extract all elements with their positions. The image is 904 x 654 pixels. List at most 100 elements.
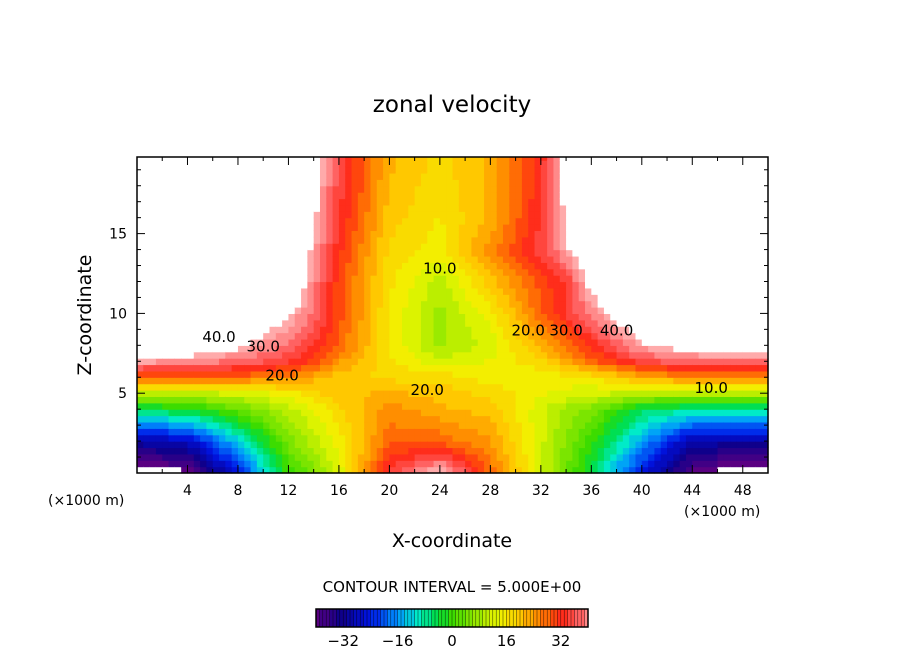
contour-cell xyxy=(736,224,744,232)
contour-cell xyxy=(383,249,390,257)
contour-cell xyxy=(629,262,637,270)
contour-cell xyxy=(585,377,592,385)
contour-cell xyxy=(389,262,397,270)
contour-cell xyxy=(711,402,719,410)
contour-cell xyxy=(477,319,485,327)
contour-cell xyxy=(200,287,208,295)
contour-cell xyxy=(332,377,340,385)
contour-cell xyxy=(206,172,214,180)
contour-cell xyxy=(155,185,163,193)
contour-cell xyxy=(610,198,618,206)
contour-cell xyxy=(155,179,163,187)
contour-cell xyxy=(427,377,435,385)
contour-cell xyxy=(420,224,428,232)
contour-cell xyxy=(736,428,744,436)
contour-cell xyxy=(723,262,731,270)
contour-cell xyxy=(603,434,611,442)
contour-cell xyxy=(641,198,649,206)
contour-cell xyxy=(275,294,283,302)
contour-cell xyxy=(181,217,189,225)
contour-cell xyxy=(471,383,479,391)
contour-cell xyxy=(212,217,220,225)
contour-cell xyxy=(275,255,283,263)
contour-cell xyxy=(603,447,611,455)
contour-cell xyxy=(540,243,548,251)
contour-cell xyxy=(326,434,334,442)
contour-cell xyxy=(528,211,536,219)
contour-cell xyxy=(389,172,397,180)
contour-cell xyxy=(345,396,353,404)
contour-cell xyxy=(269,160,277,168)
contour-cell xyxy=(231,338,239,346)
contour-cell xyxy=(143,377,151,385)
contour-cell xyxy=(597,217,605,225)
contour-cell xyxy=(761,236,769,244)
contour-cell xyxy=(149,262,157,270)
contour-cell xyxy=(742,224,750,232)
contour-cell xyxy=(452,319,460,327)
contour-cell xyxy=(269,313,277,321)
contour-cell xyxy=(528,332,536,340)
contour-cell xyxy=(509,313,517,321)
contour-cell xyxy=(143,326,151,334)
contour-cell xyxy=(502,364,510,372)
contour-cell xyxy=(496,319,504,327)
contour-cell xyxy=(395,275,403,283)
contour-cell xyxy=(660,204,668,212)
contour-cell xyxy=(540,390,548,397)
contour-cell xyxy=(515,377,523,385)
contour-cell xyxy=(307,211,315,219)
contour-cell xyxy=(162,217,170,225)
contour-cell xyxy=(231,198,239,206)
contour-cell xyxy=(376,160,384,168)
contour-cell xyxy=(553,217,561,225)
contour-cell xyxy=(685,217,693,225)
contour-cell xyxy=(282,249,290,257)
contour-cell xyxy=(673,172,681,180)
contour-cell xyxy=(591,447,599,455)
contour-cell xyxy=(383,166,390,174)
contour-cell xyxy=(585,415,592,423)
contour-cell xyxy=(484,192,491,200)
contour-cell xyxy=(673,345,681,353)
contour-cell xyxy=(332,421,340,429)
contour-cell xyxy=(269,326,277,334)
contour-cell xyxy=(168,370,176,378)
contour-cell xyxy=(723,172,731,180)
contour-cell xyxy=(149,294,157,302)
contour-cell xyxy=(168,453,176,461)
contour-cell xyxy=(326,307,334,315)
contour-cell xyxy=(761,319,769,327)
contour-cell xyxy=(742,364,750,372)
contour-cell xyxy=(641,447,649,455)
contour-cell xyxy=(749,409,756,417)
contour-cell xyxy=(155,319,163,327)
contour-cell xyxy=(263,275,271,283)
contour-cell xyxy=(345,364,353,372)
contour-cell xyxy=(502,415,510,423)
contour-cell xyxy=(597,434,605,442)
contour-cell xyxy=(212,204,220,212)
contour-cell xyxy=(585,453,592,461)
contour-cell xyxy=(143,453,151,461)
contour-cell xyxy=(559,441,567,449)
contour-cell xyxy=(155,358,163,366)
contour-cell xyxy=(244,179,252,187)
contour-cell xyxy=(597,428,605,436)
contour-cell xyxy=(477,166,485,174)
contour-cell xyxy=(206,236,214,244)
contour-cell xyxy=(547,390,555,397)
contour-cell xyxy=(559,447,567,455)
contour-cell xyxy=(534,313,542,321)
contour-cell xyxy=(351,249,359,257)
contour-cell xyxy=(641,160,649,168)
contour-cell xyxy=(547,326,555,334)
contour-cell xyxy=(742,160,750,168)
contour-cell xyxy=(427,262,435,270)
contour-cell xyxy=(597,319,605,327)
contour-cell xyxy=(225,249,233,257)
contour-cell xyxy=(761,172,769,180)
contour-cell xyxy=(319,300,327,308)
contour-cell xyxy=(162,402,170,410)
contour-cell xyxy=(427,179,435,187)
